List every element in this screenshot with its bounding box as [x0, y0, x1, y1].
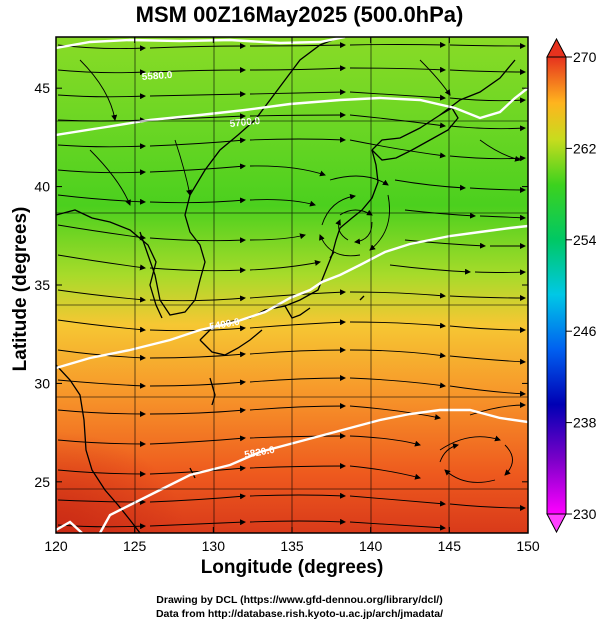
colorbar: 230 238 246 254 262 270 [547, 39, 597, 532]
colorbar-tick-label: 270 [573, 49, 597, 65]
y-tick-label: 35 [34, 277, 50, 293]
colorbar-bottom-arrow [547, 514, 566, 532]
x-tick-label: 135 [280, 538, 304, 554]
contour-label-5580: 5580.0 [141, 70, 173, 83]
colorbar-tick-label: 254 [573, 232, 597, 248]
y-axis-label: Latitude (degrees) [10, 174, 32, 404]
colorbar-tick-label: 246 [573, 323, 597, 339]
y-tick-label: 25 [34, 474, 50, 490]
x-tick-label: 125 [123, 538, 147, 554]
colorbar-top-arrow [547, 39, 566, 57]
y-tick-label: 40 [34, 179, 50, 195]
y-tick-label: 45 [34, 80, 50, 96]
x-tick-label: 130 [202, 538, 226, 554]
x-tick-label: 140 [359, 538, 383, 554]
x-tick-label: 150 [516, 538, 540, 554]
credit-line-2: Data from http://database.rish.kyoto-u.a… [0, 607, 599, 621]
warm-corner-shade [56, 330, 316, 533]
colorbar-ticks: 230 238 246 254 262 270 [566, 49, 597, 522]
y-tick-label: 30 [34, 375, 50, 391]
colorbar-body [547, 57, 566, 514]
colorbar-tick-label: 238 [573, 415, 597, 431]
colorbar-tick-label: 230 [573, 506, 597, 522]
x-tick-label: 120 [44, 538, 68, 554]
credits: Drawing by DCL (https://www.gfd-dennou.o… [0, 593, 599, 621]
colorbar-tick-label: 262 [573, 140, 597, 156]
x-tick-label: 145 [438, 538, 462, 554]
x-axis-label: Longitude (degrees) [56, 557, 528, 579]
credit-line-1: Drawing by DCL (https://www.gfd-dennou.o… [0, 593, 599, 607]
